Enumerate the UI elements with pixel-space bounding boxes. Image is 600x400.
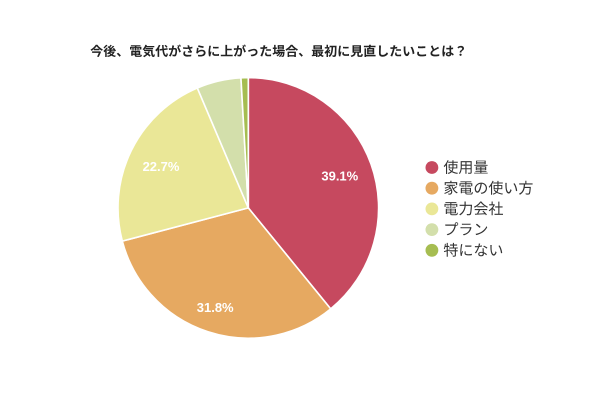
svg-text:22.7%: 22.7% [143,159,180,174]
svg-text:39.1%: 39.1% [321,169,358,184]
svg-text:31.8%: 31.8% [197,300,234,315]
